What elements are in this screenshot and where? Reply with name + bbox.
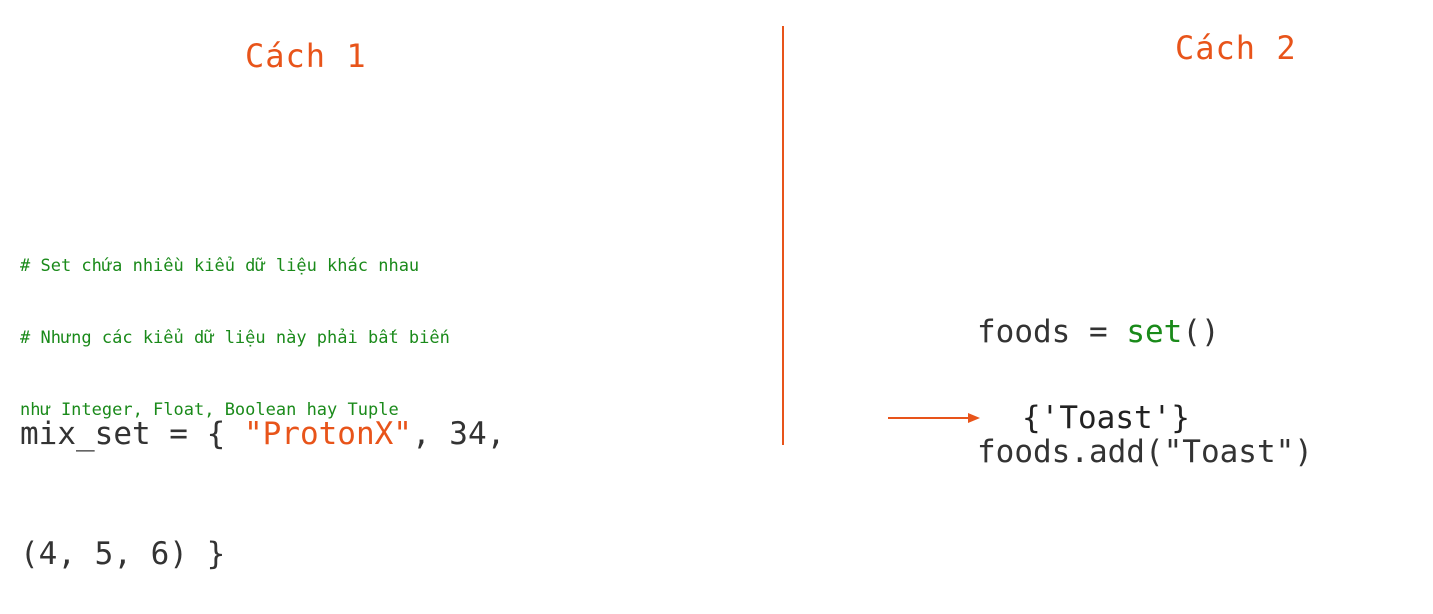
comment-line: # Nhưng các kiểu dữ liệu này phải bất bi… [20,328,450,348]
code-comments: # Set chứa nhiều kiểu dữ liệu khác nhau … [20,206,450,446]
heading-method-2: Cách 2 [1175,29,1297,67]
code-line: foods.add("Toast") [977,434,1313,470]
comment-line: như Integer, Float, Boolean hay Tuple [20,400,399,420]
code-line: foods = set() [977,312,1313,352]
code-block-method-1: mix_set = { "ProtonX", 34, (4, 5, 6) } [20,334,505,614]
builtin-function: set [1126,314,1183,350]
comment-line: # Set chứa nhiều kiểu dữ liệu khác nhau [20,256,420,276]
string-literal: "ProtonX" [243,416,412,452]
code-block-method-2: foods = set() foods.add("Toast") [977,232,1313,512]
code-line: mix_set = { "ProtonX", 34, [20,414,505,454]
code-text: () [1182,314,1220,350]
code-text: , 34, [411,416,506,452]
vertical-divider [782,26,784,445]
heading-method-1: Cách 1 [245,37,367,75]
code-text: mix_set = { [20,416,244,452]
output-result: {'Toast'} [1022,400,1190,436]
code-line: (4, 5, 6) } [20,536,226,572]
code-text: foods = [977,314,1127,350]
arrow-right-icon [888,413,980,423]
